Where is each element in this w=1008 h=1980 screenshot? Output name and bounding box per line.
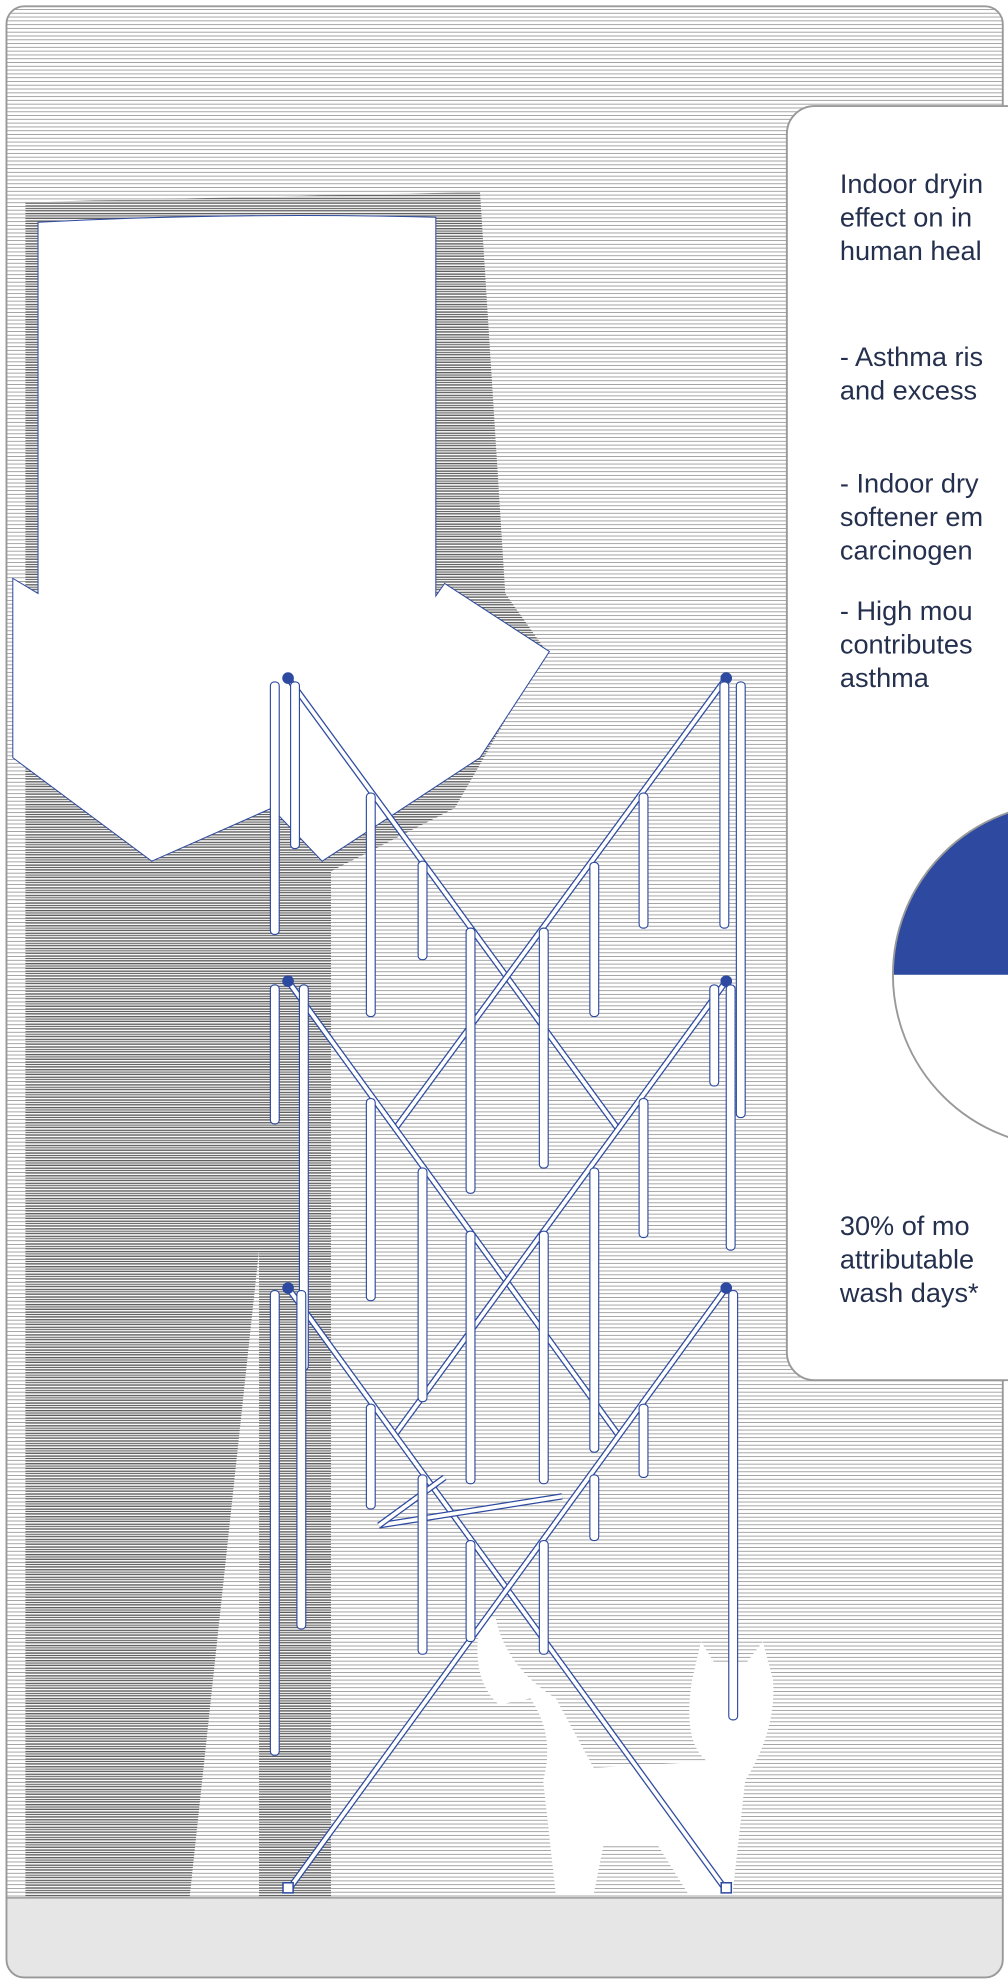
pie-slice [892, 974, 1008, 1137]
hanging-strip [719, 681, 730, 929]
hanging-strip [365, 1098, 376, 1302]
rack-bar-fill [286, 980, 621, 1437]
hanging-strip [290, 681, 301, 850]
hanging-strip [589, 1474, 600, 1542]
hanging-strip [538, 1539, 549, 1655]
rack-joint [282, 975, 294, 987]
card-paragraph-line: asthma [840, 662, 930, 693]
pie-outline [892, 811, 1008, 1138]
card-paragraph-line: - High mou [840, 595, 973, 626]
card-paragraph-line: softener em [840, 501, 983, 532]
card-footnote-line: wash days* [839, 1277, 979, 1308]
rack-bar-fill [286, 1286, 728, 1892]
hanging-strip [638, 792, 649, 929]
card-paragraph-line: contributes [840, 628, 973, 659]
hanging-strip [269, 984, 280, 1125]
hanging-strip [589, 861, 600, 1018]
cat-silhouette [477, 1616, 774, 1895]
pie-chart [892, 811, 1008, 1138]
hanging-strip [417, 1474, 428, 1655]
hanging-strip [365, 1403, 376, 1510]
hanging-strip [465, 1539, 476, 1643]
hanging-strip [269, 681, 280, 936]
hanging-strip [728, 1289, 739, 1721]
hanging-strip [538, 927, 549, 1169]
hanging-strip [638, 1098, 649, 1239]
hanging-strip [365, 792, 376, 1018]
rack-joint [720, 1282, 733, 1294]
card-paragraph-line: effect on in [840, 202, 972, 233]
rack-bar-fill [392, 676, 728, 1132]
floor-strip [6, 1897, 1003, 1978]
card-paragraph-line: - Asthma ris [840, 341, 983, 372]
rack-foot [720, 1882, 733, 1894]
rack-joint [720, 975, 733, 987]
rack-bar-fill [286, 676, 621, 1132]
hanging-strip [465, 927, 476, 1194]
hanging-strip [589, 1167, 600, 1453]
hanging-strip [269, 1289, 280, 1756]
hanging-strip [735, 681, 746, 1119]
hanging-strip [538, 1230, 549, 1485]
card-footnote-line: attributable [840, 1243, 974, 1274]
hanging-strip [417, 860, 428, 961]
card-paragraph-line: human heal [840, 235, 982, 266]
rack-bar-fill [378, 1494, 563, 1528]
drying-rack [269, 672, 746, 1894]
pie-slice [892, 812, 1008, 975]
hanging-strip [638, 1403, 649, 1478]
card-paragraph-line: carcinogen [840, 534, 973, 565]
rack-foot [282, 1882, 294, 1894]
hanging-strip [417, 1167, 428, 1403]
hanging-strip [296, 1289, 307, 1630]
hanging-strip [709, 984, 720, 1087]
rack-joint [282, 1282, 294, 1294]
card-paragraph-line: - Indoor dry [840, 467, 979, 498]
hanging-strip [465, 1230, 476, 1485]
rack-joint [282, 672, 294, 684]
rack-bar-fill [377, 1475, 446, 1527]
card-paragraph-line: Indoor dryin [840, 168, 983, 199]
card-background [785, 105, 1008, 1382]
hanging-strip [725, 984, 736, 1251]
card-paragraph-line: and excess [840, 375, 977, 406]
card-footnote-line: 30% of mo [840, 1210, 970, 1241]
rack-bar-fill [392, 980, 728, 1437]
